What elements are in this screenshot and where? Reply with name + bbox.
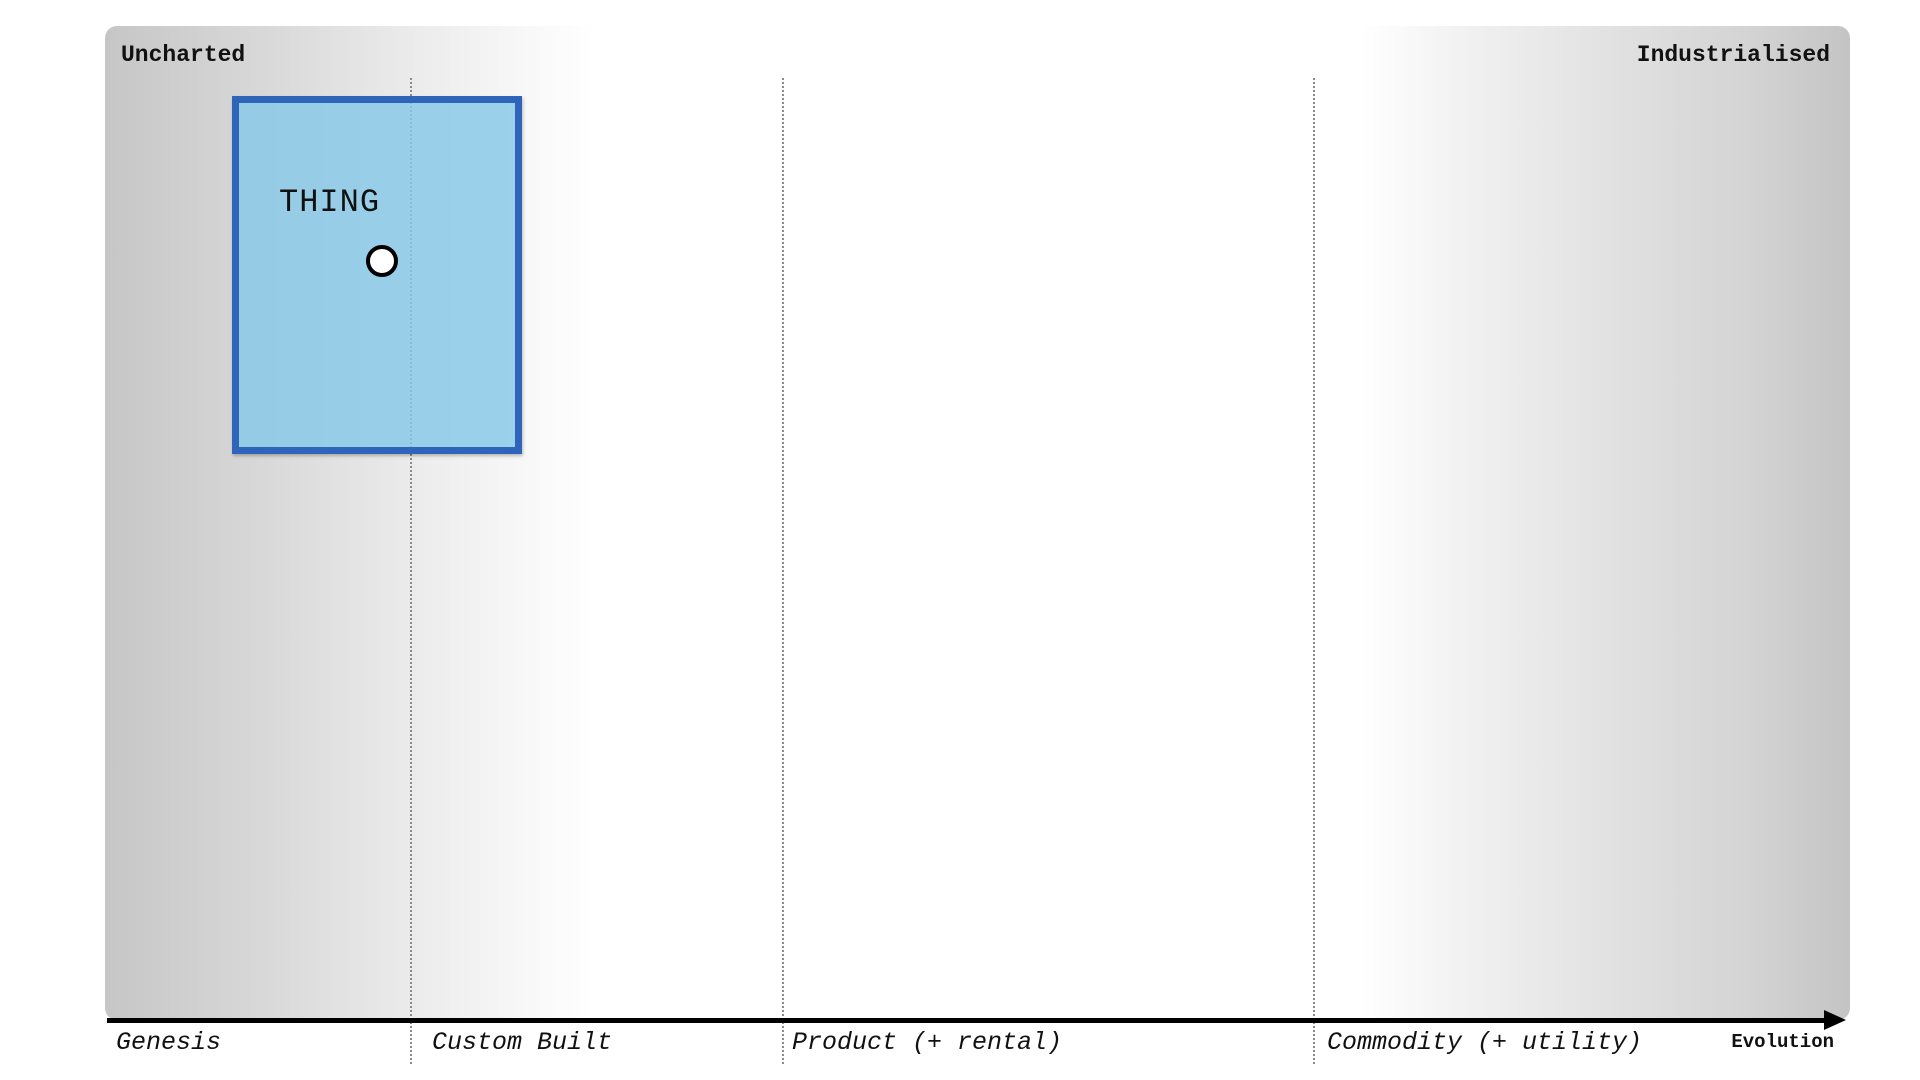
stage-label-commodity: Commodity (+ utility) [1327,1028,1643,1057]
uncharted-label: Uncharted [121,42,246,68]
stage-divider-custom-built [410,78,412,1064]
stage-divider-product [782,78,784,1064]
stage-divider-commodity [1313,78,1315,1064]
evolution-axis-arrow-icon [1824,1010,1846,1030]
evolution-axis [107,1018,1827,1023]
thing-component-node[interactable] [366,245,398,277]
evolution-axis-label: Evolution [1731,1031,1834,1053]
thing-component-label: THING [279,184,381,221]
industrialised-label: Industrialised [1636,42,1830,68]
stage-label-genesis: Genesis [116,1028,222,1057]
stage-label-product: Product (+ rental) [792,1028,1063,1057]
stage-label-custom-built: Custom Built [432,1028,613,1057]
